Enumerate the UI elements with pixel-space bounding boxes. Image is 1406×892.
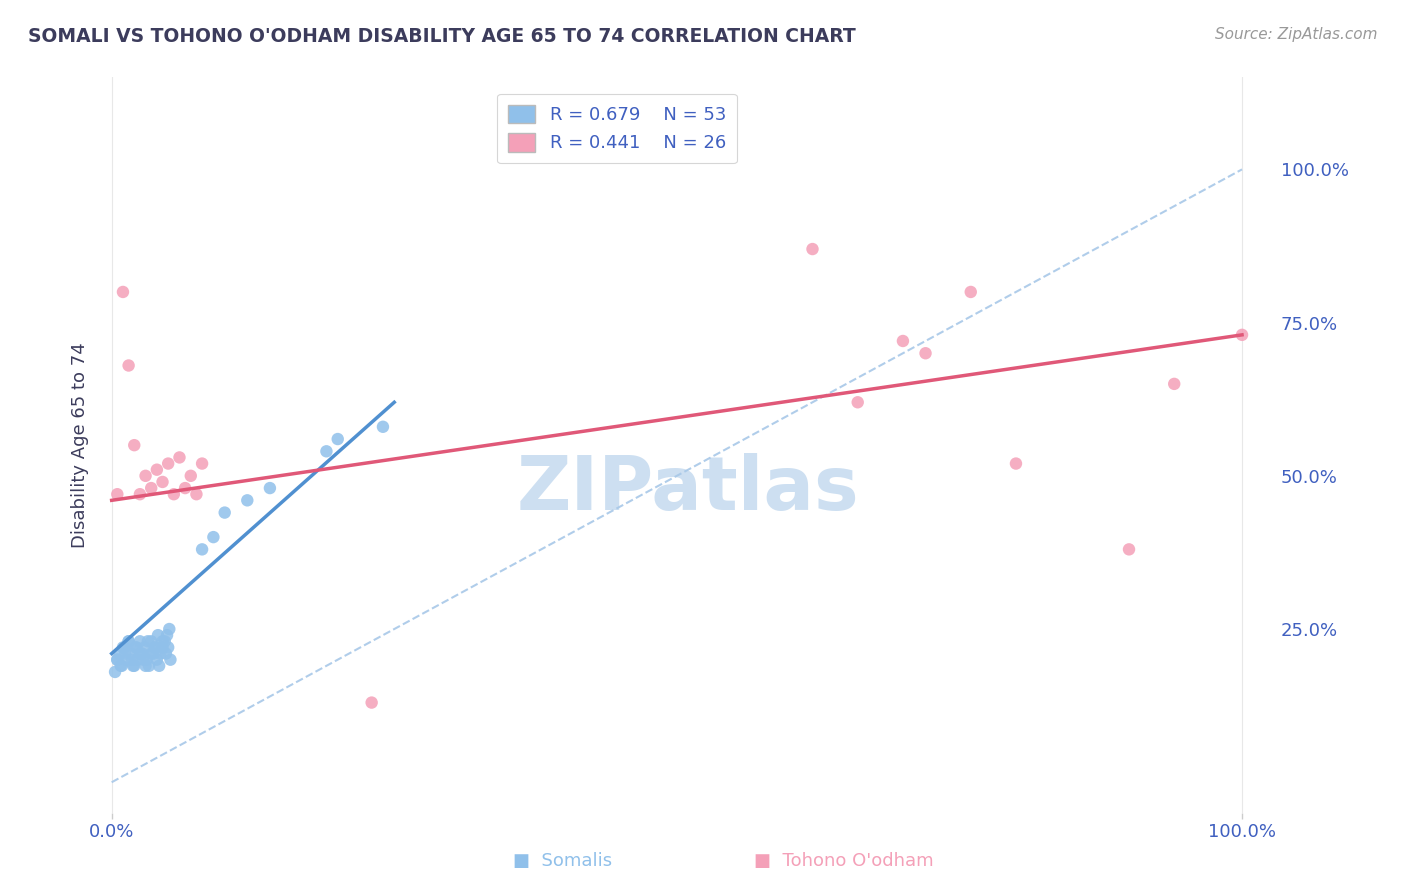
Point (146, 628, 169, 642)
Point (122, 658, 145, 673)
Point (801, 242, 824, 256)
Point (122, 658, 145, 673)
Y-axis label: Disability Age 65 to 74: Disability Age 65 to 74 (72, 343, 89, 548)
Point (136, 634, 159, 648)
Point (169, 450, 191, 465)
Point (112, 640, 135, 655)
Point (180, 468, 202, 483)
Point (186, 487, 208, 501)
Point (236, 493, 259, 508)
Point (259, 481, 281, 495)
Point (111, 658, 134, 673)
Point (105, 487, 128, 501)
Point (132, 653, 155, 667)
Text: ZIPatlas: ZIPatlas (517, 453, 859, 525)
Text: ■  Somalis: ■ Somalis (513, 852, 612, 870)
Point (149, 647, 172, 661)
Text: Source: ZipAtlas.com: Source: ZipAtlas.com (1215, 27, 1378, 42)
Point (104, 665, 127, 679)
Point (1163, 376, 1185, 391)
Point (157, 457, 180, 471)
Point (1230, 327, 1253, 342)
Point (145, 640, 167, 655)
Point (117, 634, 139, 648)
Point (157, 640, 180, 655)
Point (152, 640, 174, 655)
Point (111, 640, 134, 655)
Point (125, 640, 148, 655)
Point (124, 640, 146, 655)
Point (1005, 457, 1028, 471)
Point (105, 653, 128, 667)
Point (117, 359, 139, 373)
Point (148, 658, 170, 673)
Point (111, 285, 134, 299)
Point (1118, 542, 1140, 557)
Point (152, 475, 174, 489)
Point (152, 634, 174, 648)
Point (891, 334, 914, 348)
Point (135, 468, 157, 483)
Point (163, 487, 186, 501)
Point (114, 647, 136, 661)
Point (142, 647, 165, 661)
Point (326, 432, 349, 446)
Point (174, 481, 197, 495)
Point (143, 640, 166, 655)
Point (129, 647, 152, 661)
Point (131, 647, 153, 661)
Point (202, 530, 225, 544)
Point (105, 653, 128, 667)
Point (315, 444, 337, 458)
Point (135, 653, 157, 667)
Point (108, 647, 131, 661)
Point (141, 647, 163, 661)
Point (110, 658, 132, 673)
Point (146, 653, 169, 667)
Point (360, 696, 382, 710)
Point (153, 634, 176, 648)
Point (129, 634, 152, 648)
Point (117, 634, 139, 648)
Point (157, 622, 180, 636)
Point (141, 634, 163, 648)
Point (191, 457, 214, 471)
Point (121, 653, 143, 667)
Point (959, 285, 981, 299)
Point (156, 628, 179, 642)
Point (115, 653, 138, 667)
Point (122, 438, 145, 452)
Legend: R = 0.679    N = 53, R = 0.441    N = 26: R = 0.679 N = 53, R = 0.441 N = 26 (498, 94, 737, 163)
Point (127, 653, 149, 667)
Point (191, 542, 214, 557)
Point (846, 395, 869, 409)
Point (141, 481, 163, 495)
Text: ■  Tohono O'odham: ■ Tohono O'odham (754, 852, 934, 870)
Point (129, 487, 152, 501)
Point (914, 346, 936, 360)
Point (120, 647, 142, 661)
Point (135, 658, 157, 673)
Point (138, 658, 160, 673)
Point (214, 506, 236, 520)
Point (134, 640, 156, 655)
Point (146, 463, 169, 477)
Point (371, 419, 394, 434)
Point (159, 653, 181, 667)
Point (155, 647, 177, 661)
Text: SOMALI VS TOHONO O'ODHAM DISABILITY AGE 65 TO 74 CORRELATION CHART: SOMALI VS TOHONO O'ODHAM DISABILITY AGE … (28, 27, 856, 45)
